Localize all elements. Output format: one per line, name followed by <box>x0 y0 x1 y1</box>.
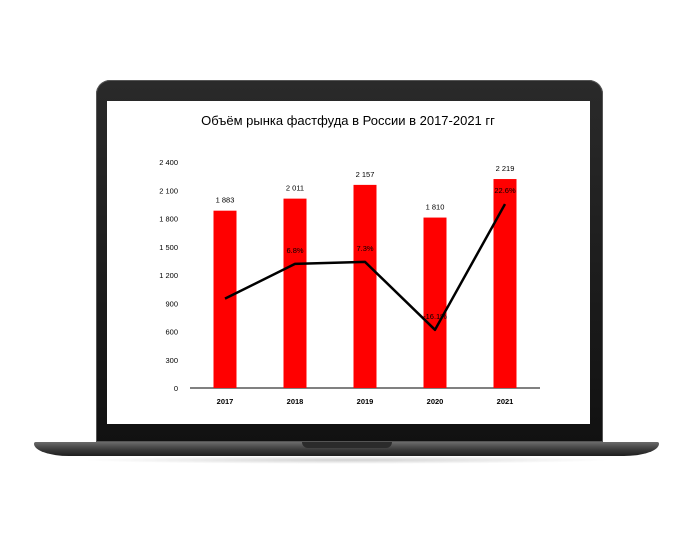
bar-value-label: 2 219 <box>496 164 515 173</box>
y-tick-label: 1 200 <box>159 271 178 280</box>
y-tick-label: 600 <box>165 328 178 337</box>
bar-value-label: 1 883 <box>216 196 235 205</box>
laptop-shadow <box>80 456 613 464</box>
growth-label: 7.3% <box>356 244 373 253</box>
bar-value-label: 1 810 <box>426 203 445 212</box>
bar-value-label: 2 011 <box>286 184 304 193</box>
x-tick-label: 2020 <box>427 397 444 406</box>
bar <box>353 184 377 388</box>
laptop-notch <box>302 442 392 448</box>
growth-label: -16.1% <box>423 312 447 321</box>
bar <box>423 217 447 388</box>
bars <box>213 179 517 388</box>
y-tick-label: 2 100 <box>159 186 178 195</box>
growth-label: 6.8% <box>286 246 303 255</box>
bar <box>493 179 517 388</box>
y-tick-label: 1 800 <box>159 215 178 224</box>
growth-line <box>224 203 507 332</box>
growth-line-layer <box>224 203 507 332</box>
chart-title: Объём рынка фастфуда в России в 2017-202… <box>201 113 495 128</box>
x-tick-label: 2021 <box>497 397 514 406</box>
bar <box>283 198 307 388</box>
x-tick-label: 2017 <box>217 397 234 406</box>
x-tick-label: 2019 <box>357 397 374 406</box>
y-tick-label: 300 <box>165 356 178 365</box>
labels: 0 300 600 900 1 200 1 500 1 800 2 100 2 400 1 883… <box>159 158 516 406</box>
y-tick-label: 2 400 <box>159 158 178 167</box>
y-tick-label: 0 <box>174 384 178 393</box>
x-tick-label: 2018 <box>287 397 304 406</box>
y-tick-label: 900 <box>165 299 178 308</box>
growth-label: 22.6% <box>494 186 516 195</box>
bar <box>213 210 237 388</box>
laptop-base <box>34 442 659 456</box>
bar-value-label: 2 157 <box>356 170 375 179</box>
y-tick-label: 1 500 <box>159 243 178 252</box>
